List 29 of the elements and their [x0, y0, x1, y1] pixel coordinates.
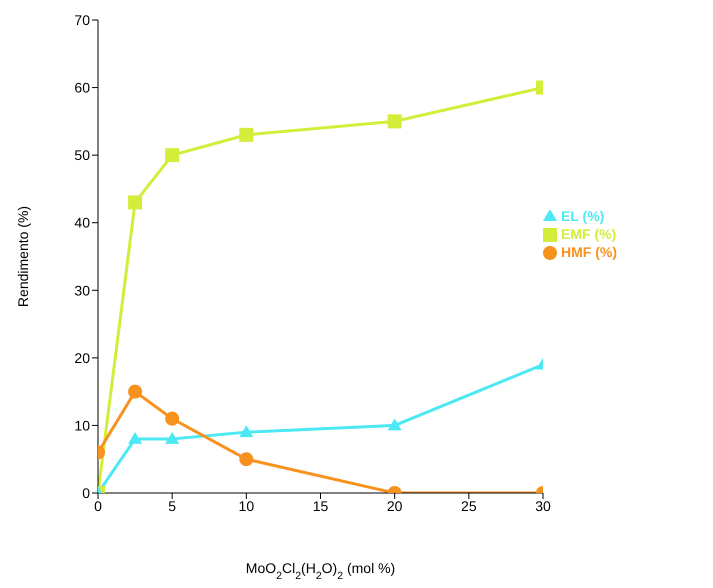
y-axis-title: Rendimento (%)	[14, 206, 31, 308]
point	[239, 452, 254, 466]
y-tick-label: 40	[74, 214, 90, 231]
point	[165, 432, 180, 444]
y-tick-label: 50	[74, 147, 90, 164]
x-tick-label: 5	[168, 498, 176, 514]
y-tick-label: 70	[74, 12, 90, 28]
legend-label: EL (%)	[561, 208, 604, 224]
y-tick-label: 30	[74, 282, 90, 298]
x-tick-label: 10	[238, 498, 254, 514]
y-tick-label: 60	[74, 80, 90, 96]
x-tick-label: 0	[94, 498, 102, 514]
point	[239, 425, 254, 438]
y-tick-label: 10	[74, 417, 90, 434]
x-tick-label: 20	[386, 498, 403, 514]
point	[128, 432, 142, 444]
point	[165, 148, 180, 162]
point	[239, 128, 254, 142]
x-tick-label: 25	[461, 498, 477, 514]
point	[128, 384, 142, 399]
y-tick-label: 20	[74, 350, 90, 366]
legend-label: EMF (%)	[561, 226, 616, 242]
x-tick-label: 30	[535, 498, 551, 514]
point	[165, 412, 180, 426]
x-tick-label: 15	[312, 498, 328, 514]
y-tick-label: 0	[82, 484, 90, 501]
legend-label: HMF (%)	[561, 244, 617, 260]
text: MoO$_{2}$Cl$_{2}$(H$_{2}$O)$_{2}$ (mol %)	[246, 560, 396, 582]
point	[128, 195, 142, 210]
